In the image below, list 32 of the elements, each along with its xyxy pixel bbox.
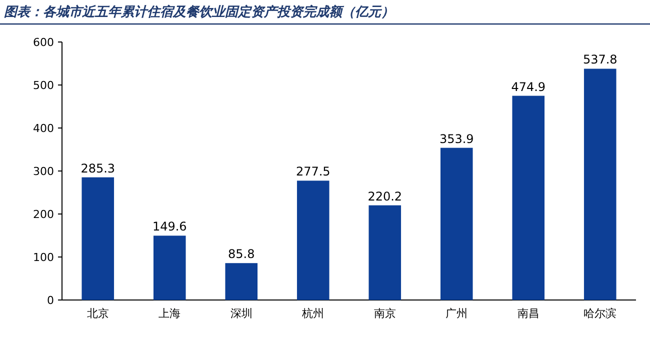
- bar: [440, 148, 473, 300]
- x-tick-label: 广州: [446, 307, 468, 320]
- data-label: 285.3: [80, 161, 116, 176]
- bar: [512, 96, 545, 300]
- y-tick-label: 500: [33, 79, 54, 92]
- x-tick-label: 北京: [86, 307, 109, 320]
- y-tick-label: 100: [33, 251, 54, 264]
- y-tick-label: 300: [33, 165, 54, 178]
- y-tick-label: 400: [33, 122, 54, 135]
- x-tick-label: 杭州: [301, 307, 324, 320]
- chart-title: 图表：各城市近五年累计住宿及餐饮业固定资产投资完成额（亿元）: [4, 4, 394, 20]
- x-tick-label: 南京: [374, 307, 396, 320]
- bar: [584, 68, 616, 300]
- bar: [82, 177, 114, 300]
- bar: [296, 180, 330, 300]
- x-tick-label: 上海: [158, 307, 181, 320]
- data-label: 220.2: [368, 189, 402, 204]
- bar: [225, 263, 258, 300]
- data-label: 85.8: [228, 247, 255, 262]
- data-label: 474.9: [511, 80, 546, 94]
- x-tick-label: 哈尔滨: [584, 307, 617, 320]
- data-label: 277.5: [296, 164, 330, 179]
- x-tick-label: 南昌: [517, 307, 540, 320]
- y-tick-label: 200: [33, 208, 54, 221]
- data-label: 537.8: [582, 52, 618, 67]
- data-label: 353.9: [439, 132, 474, 146]
- bar: [368, 205, 402, 300]
- bar: [153, 236, 186, 300]
- y-tick-label: 0: [47, 294, 54, 307]
- y-tick-label: 600: [33, 36, 54, 49]
- x-tick-label: 深圳: [230, 307, 252, 320]
- data-label: 149.6: [152, 220, 187, 234]
